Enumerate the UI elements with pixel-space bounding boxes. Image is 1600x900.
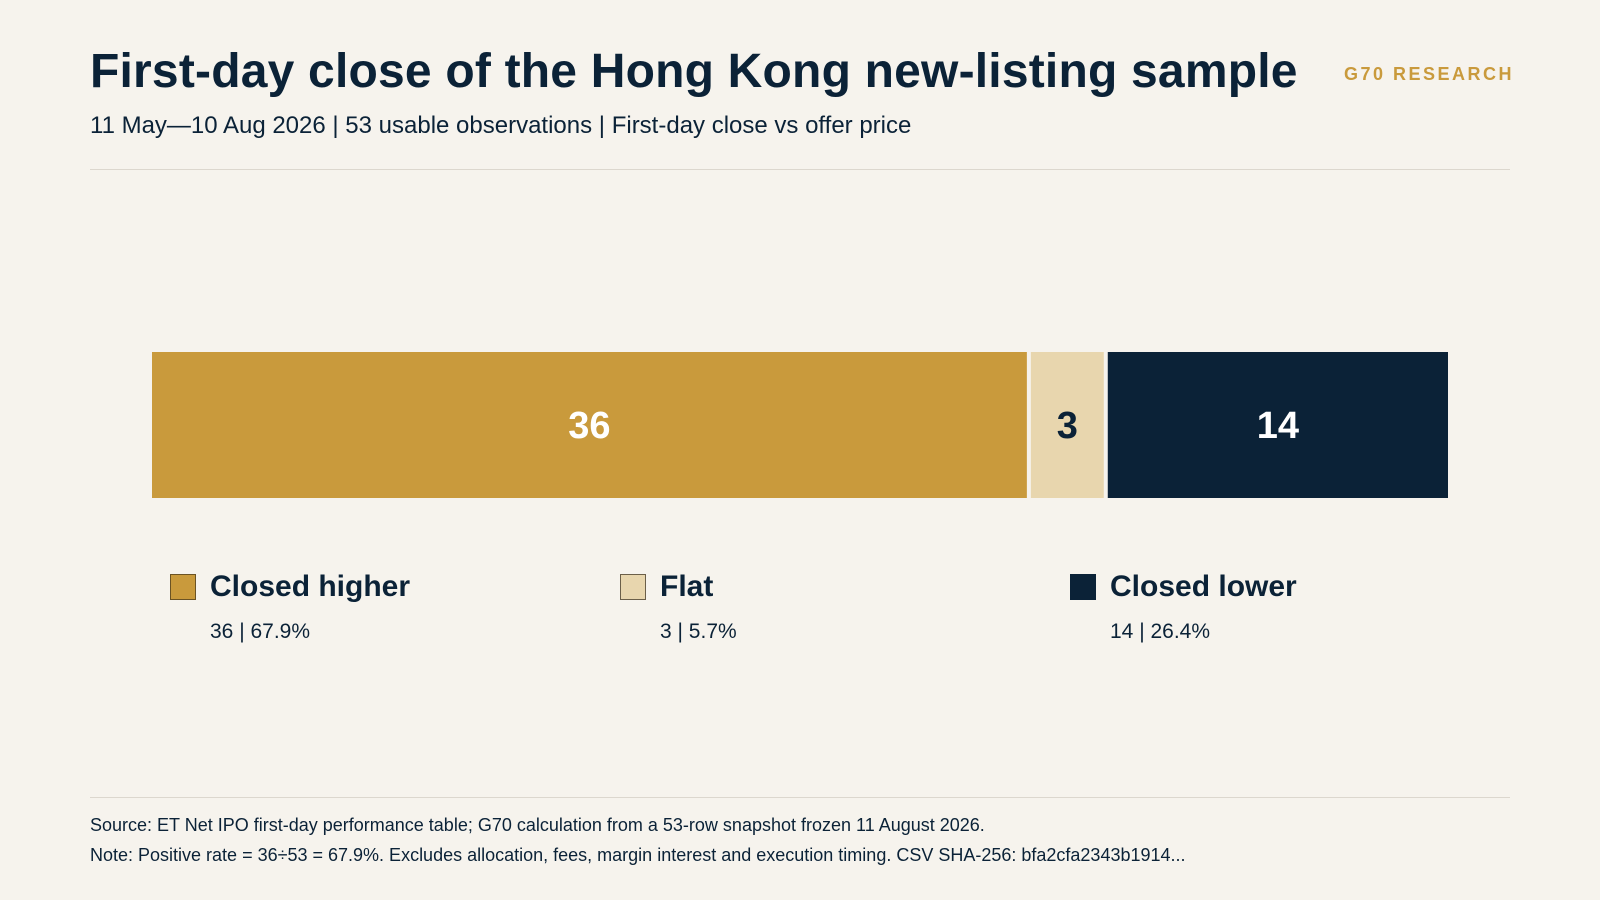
- bar-label-closed-lower: 14: [1257, 405, 1299, 447]
- stacked-bar-svg: 36 3 14: [152, 352, 1448, 498]
- legend-stat-closed-lower: 14 | 26.4%: [1110, 620, 1211, 643]
- bar-segment-closed-higher: [152, 352, 1027, 498]
- legend-stat-closed-higher: 36 | 67.9%: [210, 620, 311, 643]
- bar-segment-closed-lower: [1107, 352, 1448, 498]
- bar-label-closed-higher: 36: [568, 405, 610, 447]
- bottom-divider: [90, 797, 1510, 798]
- method-note: Note: Positive rate = 36÷53 = 67.9%. Exc…: [90, 845, 1186, 865]
- bar-label-flat: 3: [1057, 405, 1078, 447]
- legend-label-flat: Flat: [660, 570, 714, 603]
- chart-title: First-day close of the Hong Kong new-lis…: [90, 45, 1298, 98]
- top-divider: [90, 169, 1510, 170]
- legend-swatch-closed-higher: [170, 574, 196, 600]
- chart-subtitle: 11 May—10 Aug 2026 | 53 usable observati…: [90, 112, 912, 139]
- legend-stat-flat: 3 | 5.7%: [660, 620, 737, 643]
- brand-label: G70 RESEARCH: [1343, 64, 1514, 84]
- legend: Closed higher 36 | 67.9% Flat 3 | 5.7% C…: [0, 570, 1600, 660]
- source-note: Source: ET Net IPO first-day performance…: [90, 815, 985, 835]
- legend-label-closed-lower: Closed lower: [1110, 570, 1297, 603]
- stacked-bar-chart: 36 3 14: [152, 352, 1448, 498]
- legend-label-closed-higher: Closed higher: [210, 570, 411, 603]
- legend-swatch-closed-lower: [1070, 574, 1096, 600]
- bar-segment-flat: [1030, 352, 1104, 498]
- legend-swatch-flat: [620, 574, 646, 600]
